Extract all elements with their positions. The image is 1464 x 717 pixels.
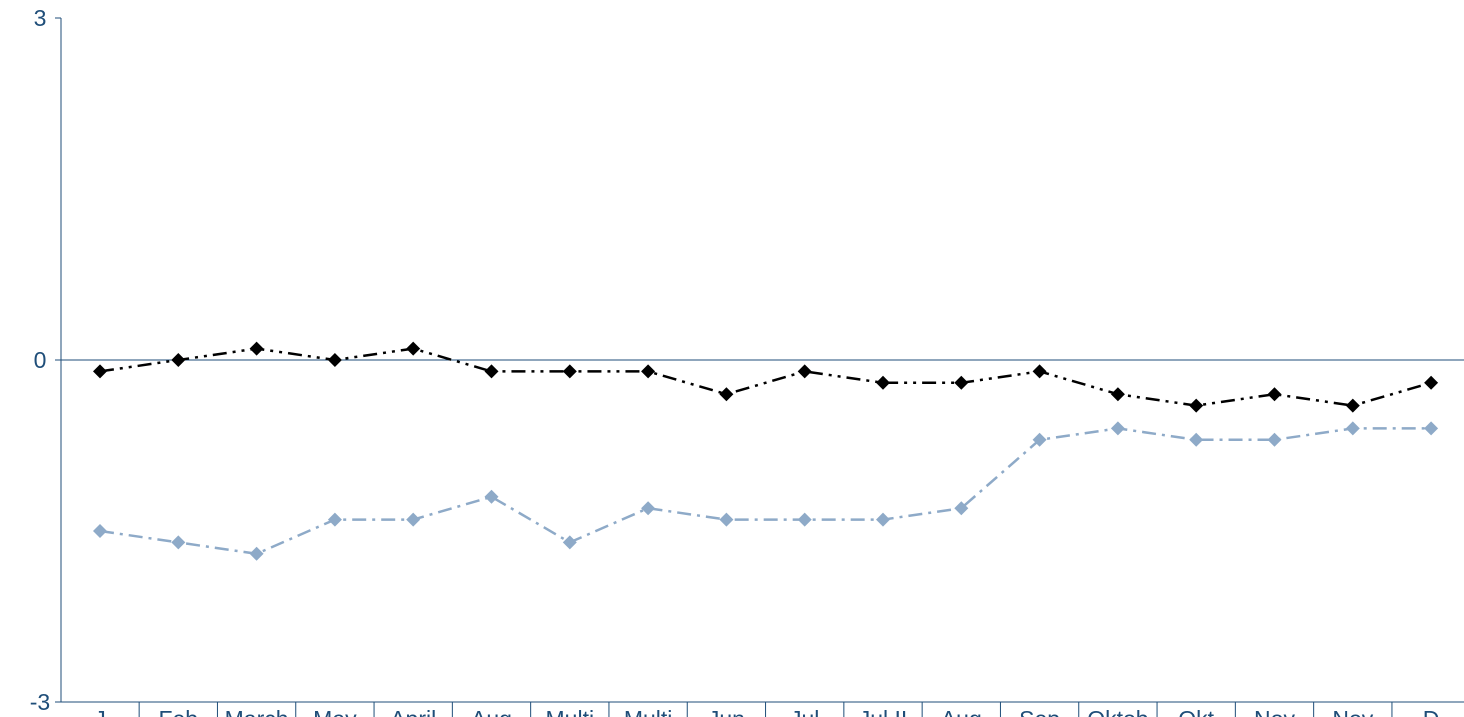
data-point-marker [876, 375, 890, 390]
x-tick-label: Okt [1178, 706, 1214, 717]
x-tick-label: April [390, 706, 436, 717]
data-point-marker [1189, 398, 1204, 413]
data-point-marker [1032, 432, 1047, 447]
data-point-marker [1345, 398, 1360, 413]
data-point-marker [93, 524, 107, 538]
x-tick-label: Nov [1332, 706, 1373, 717]
x-tick-label: Nov [1254, 706, 1295, 717]
data-point-marker [249, 341, 264, 356]
data-point-marker [1032, 364, 1047, 379]
chart-labels: 3 0 -3 J Feb March May April Aug Multi Multi Jun Jul… [30, 5, 1440, 717]
data-point-marker [876, 512, 890, 527]
data-point-marker [1424, 421, 1439, 436]
x-tick-label: Multi [546, 706, 595, 717]
x-tick-label: March [225, 706, 289, 717]
data-point-marker [719, 387, 734, 402]
data-point-marker [954, 375, 969, 390]
y-tick-label: -3 [30, 689, 50, 715]
x-tick-label: Sep [1019, 706, 1060, 717]
x-tick-label: Aug [471, 706, 512, 717]
data-point-marker [93, 364, 107, 379]
x-tick-label: Multi [624, 706, 673, 717]
y-tick-label: 0 [34, 347, 47, 373]
data-point-marker [406, 341, 421, 356]
series-2 [93, 421, 1439, 561]
data-point-marker [1267, 432, 1282, 447]
data-point-marker [249, 546, 264, 561]
data-point-marker [171, 535, 186, 550]
data-point-marker [484, 489, 499, 504]
data-point-marker [1267, 387, 1282, 402]
chart-series [93, 341, 1439, 561]
x-tick-label: Feb [158, 706, 198, 717]
data-point-marker [1424, 375, 1439, 390]
series-line [99, 427, 1432, 556]
x-tick-label: Jun [708, 706, 745, 717]
data-point-marker [1189, 432, 1204, 447]
data-point-marker [1110, 387, 1125, 402]
data-point-marker [171, 353, 186, 367]
data-point-marker [1110, 421, 1125, 436]
series-line [99, 347, 1432, 407]
x-tick-label: Jul [790, 706, 819, 717]
data-point-marker [1345, 421, 1360, 436]
data-point-marker [797, 364, 812, 379]
y-tick-label: 3 [34, 5, 47, 31]
x-tick-label: Jul II [859, 706, 908, 717]
x-tick-label: Oktob [1087, 706, 1148, 717]
x-tick-label: D [1423, 706, 1440, 717]
chart-axes [55, 17, 1464, 717]
data-point-marker [797, 512, 812, 527]
data-point-marker [562, 364, 577, 379]
data-point-marker [954, 501, 969, 516]
x-tick-label: May [313, 706, 357, 717]
x-tick-label: J [94, 706, 106, 717]
data-point-marker [327, 512, 342, 527]
series-1 [93, 341, 1439, 413]
data-point-marker [641, 501, 656, 516]
data-point-marker [641, 364, 656, 379]
data-point-marker [484, 364, 499, 379]
data-point-marker [719, 512, 734, 527]
data-point-marker [327, 353, 342, 367]
x-tick-label: Aug [941, 706, 982, 717]
data-point-marker [562, 535, 577, 550]
data-point-marker [406, 512, 421, 527]
